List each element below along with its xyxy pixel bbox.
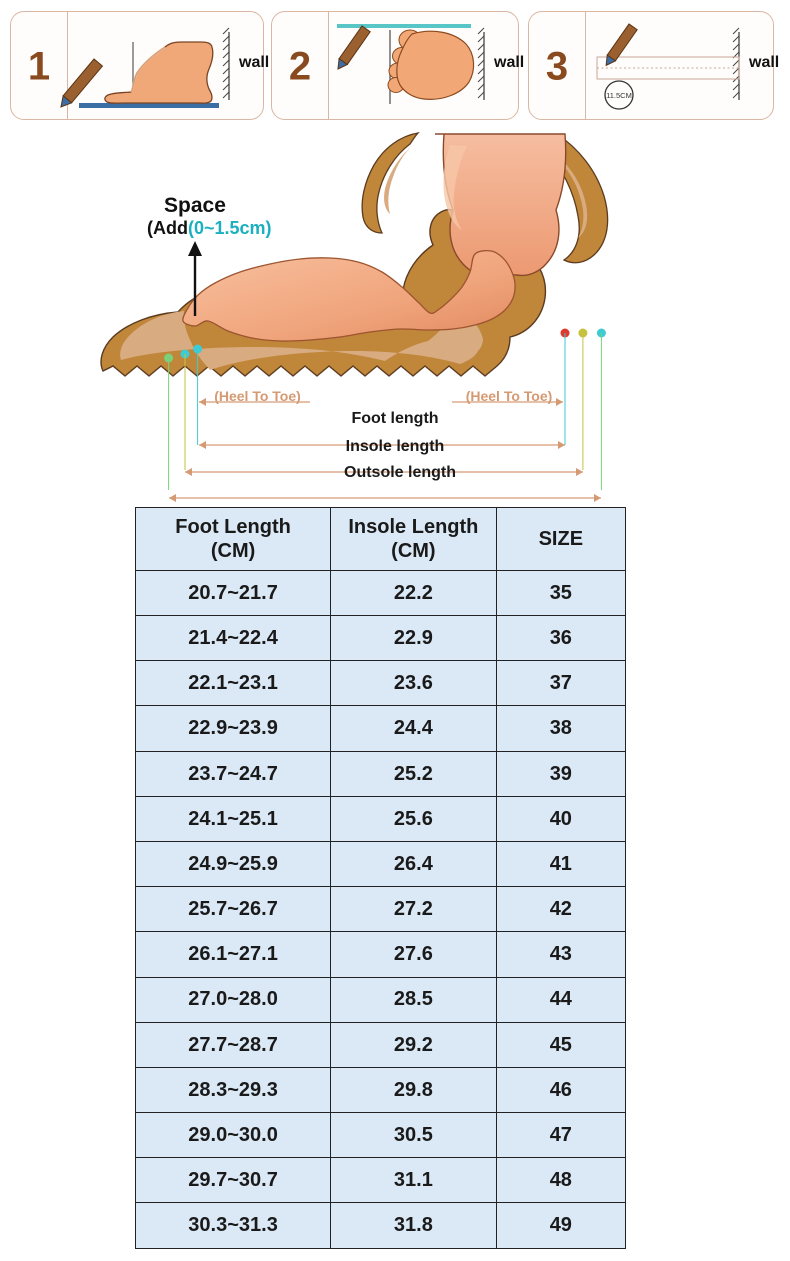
svg-text:11.5CM: 11.5CM: [606, 91, 632, 100]
